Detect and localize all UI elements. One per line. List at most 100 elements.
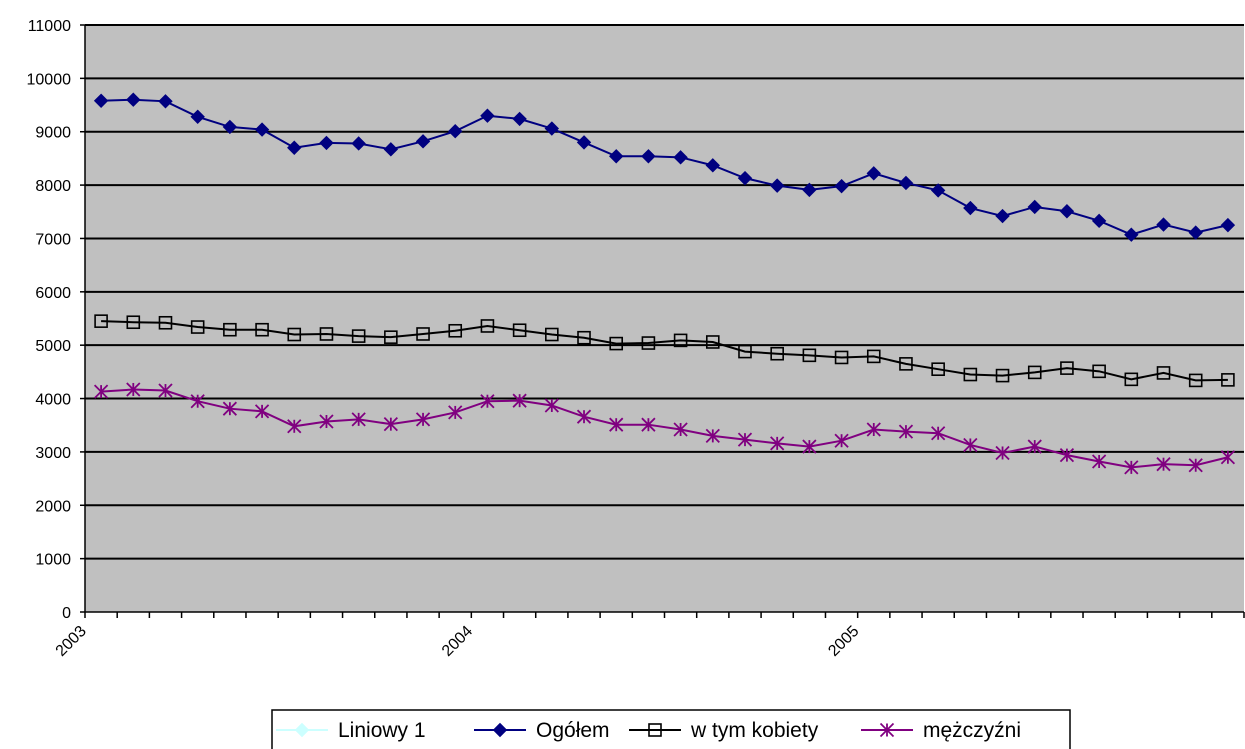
data-point bbox=[931, 362, 945, 376]
plot-area bbox=[85, 25, 1244, 612]
data-point bbox=[190, 320, 205, 334]
data-point bbox=[93, 384, 109, 399]
data-point bbox=[223, 322, 237, 337]
data-point bbox=[737, 170, 753, 186]
legend-label: Ogółem bbox=[536, 719, 610, 742]
data-point bbox=[384, 330, 398, 344]
y-tick-label: 10000 bbox=[27, 71, 72, 88]
x-tick-label: 2003 bbox=[53, 623, 90, 660]
data-point bbox=[158, 383, 173, 398]
data-point bbox=[294, 722, 310, 738]
data-point bbox=[995, 368, 1010, 383]
data-point bbox=[898, 175, 914, 191]
legend-item: Ogółem bbox=[474, 719, 610, 742]
data-point bbox=[963, 200, 978, 216]
data-point bbox=[995, 208, 1010, 224]
data-point bbox=[770, 436, 785, 451]
data-point bbox=[383, 142, 399, 157]
data-point bbox=[1220, 217, 1236, 233]
data-point bbox=[963, 367, 978, 382]
data-point bbox=[802, 348, 817, 363]
data-point bbox=[512, 323, 527, 338]
y-tick-label: 0 bbox=[62, 605, 71, 622]
y-tick-label: 6000 bbox=[35, 285, 71, 302]
data-point bbox=[834, 350, 849, 365]
data-point bbox=[1092, 364, 1106, 379]
data-point bbox=[448, 405, 463, 420]
data-point bbox=[416, 327, 430, 341]
data-point bbox=[93, 93, 109, 108]
data-point bbox=[1027, 365, 1042, 380]
y-axis-labels: 0 1000 2000 3000 4000 5000 6000 7000 8000 9000 100… bbox=[27, 18, 72, 622]
data-point bbox=[544, 398, 559, 413]
data-point bbox=[415, 134, 431, 149]
data-point bbox=[222, 401, 238, 416]
data-point bbox=[1091, 454, 1107, 469]
legend-item: Liniowy 1 bbox=[276, 719, 426, 742]
data-point bbox=[1059, 447, 1075, 463]
data-point bbox=[190, 394, 205, 409]
y-tick-label: 8000 bbox=[35, 178, 71, 195]
series-Ogółem bbox=[93, 92, 1236, 242]
data-point bbox=[930, 183, 946, 198]
y-tick-label: 7000 bbox=[35, 231, 71, 248]
data-point bbox=[1027, 199, 1042, 215]
data-point bbox=[576, 409, 592, 424]
data-point bbox=[995, 445, 1010, 461]
data-point bbox=[287, 327, 302, 342]
data-point bbox=[648, 723, 662, 737]
y-tick-label: 2000 bbox=[35, 498, 71, 515]
series-line bbox=[101, 388, 1229, 469]
data-point bbox=[609, 336, 624, 351]
data-point bbox=[673, 333, 688, 348]
data-point bbox=[1188, 225, 1203, 240]
gridlines bbox=[85, 24, 1244, 560]
data-point bbox=[1059, 204, 1075, 219]
data-point bbox=[641, 417, 656, 432]
data-point bbox=[1060, 361, 1074, 375]
x-tick-label: 2005 bbox=[825, 623, 862, 660]
data-point bbox=[287, 419, 302, 434]
data-point bbox=[158, 315, 173, 330]
data-point bbox=[1027, 439, 1042, 454]
data-point bbox=[319, 414, 334, 429]
legend-item: w tym kobiety bbox=[629, 719, 819, 742]
data-point bbox=[1124, 372, 1139, 387]
data-point bbox=[1156, 366, 1171, 380]
data-point bbox=[641, 149, 656, 164]
data-point bbox=[770, 346, 784, 361]
data-point bbox=[802, 439, 817, 454]
data-point bbox=[448, 123, 463, 139]
legend-label: Liniowy 1 bbox=[338, 719, 426, 742]
data-point bbox=[931, 426, 946, 441]
data-point bbox=[545, 327, 559, 342]
y-tick-label: 3000 bbox=[35, 445, 71, 462]
data-point bbox=[319, 327, 334, 341]
legend-label: w tym kobiety bbox=[690, 719, 819, 742]
y-tick-label: 1000 bbox=[35, 552, 71, 569]
data-point bbox=[834, 178, 849, 194]
data-point bbox=[577, 330, 591, 345]
legend: Liniowy 1 Ogółem w tym kobiety mężczyźni bbox=[271, 709, 1071, 749]
data-point bbox=[738, 344, 752, 359]
data-point bbox=[737, 432, 753, 447]
series-layer bbox=[93, 92, 1236, 475]
data-point bbox=[383, 417, 398, 432]
data-point bbox=[287, 140, 302, 155]
data-point bbox=[641, 336, 656, 350]
data-point bbox=[480, 319, 495, 333]
data-point bbox=[94, 314, 108, 328]
data-point bbox=[609, 149, 624, 164]
data-point bbox=[866, 422, 881, 437]
data-point bbox=[963, 437, 978, 453]
data-point bbox=[609, 417, 624, 432]
data-point bbox=[1156, 457, 1171, 472]
x-axis-labels: 2003 2004 2005 bbox=[53, 623, 863, 660]
data-point bbox=[126, 382, 141, 397]
data-point bbox=[544, 121, 560, 136]
legend-item: mężczyźni bbox=[861, 719, 1021, 742]
data-point bbox=[1091, 213, 1107, 229]
data-point bbox=[480, 394, 495, 409]
data-point bbox=[190, 109, 205, 124]
